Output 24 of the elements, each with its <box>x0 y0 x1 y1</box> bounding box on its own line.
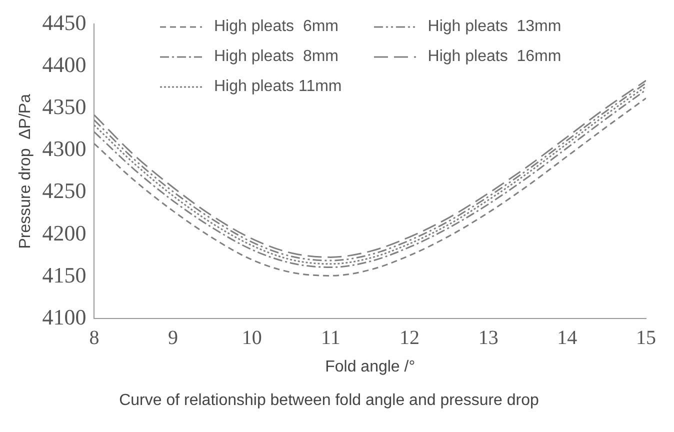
y-tick-label: 4350 <box>42 94 86 120</box>
x-tick-label: 12 <box>400 326 420 349</box>
legend-label: High pleats 6mm <box>214 18 338 36</box>
x-tick-label: 15 <box>636 326 656 349</box>
y-tick-label: 4150 <box>42 262 86 288</box>
x-tick-label: 14 <box>557 326 578 349</box>
x-axis-title: Fold angle /° <box>325 358 416 376</box>
y-tick-label: 4400 <box>42 52 86 78</box>
y-tick-label: 4200 <box>42 220 86 246</box>
legend-label: High pleats 8mm <box>214 48 338 66</box>
text: Curve of relationship between fold angle and pressure drop <box>119 392 540 409</box>
y-tick-label: 4450 <box>42 10 86 35</box>
legend-label: High pleats 16mm <box>428 48 562 66</box>
y-tick-label: 4250 <box>42 178 86 204</box>
y-axis-title: Pressure drop ΔP/Pa <box>17 94 34 249</box>
y-tick-label: 4300 <box>42 136 86 162</box>
y-tick-label: 4100 <box>42 304 86 330</box>
legend-label: High pleats 11mm <box>214 78 342 96</box>
x-tick-label: 8 <box>89 326 100 349</box>
legend-label: High pleats 13mm <box>428 18 562 36</box>
x-tick-label: 13 <box>478 326 498 349</box>
x-tick-label: 9 <box>168 326 178 349</box>
x-tick-label: 11 <box>321 326 340 349</box>
x-tick-label: 10 <box>242 326 262 349</box>
